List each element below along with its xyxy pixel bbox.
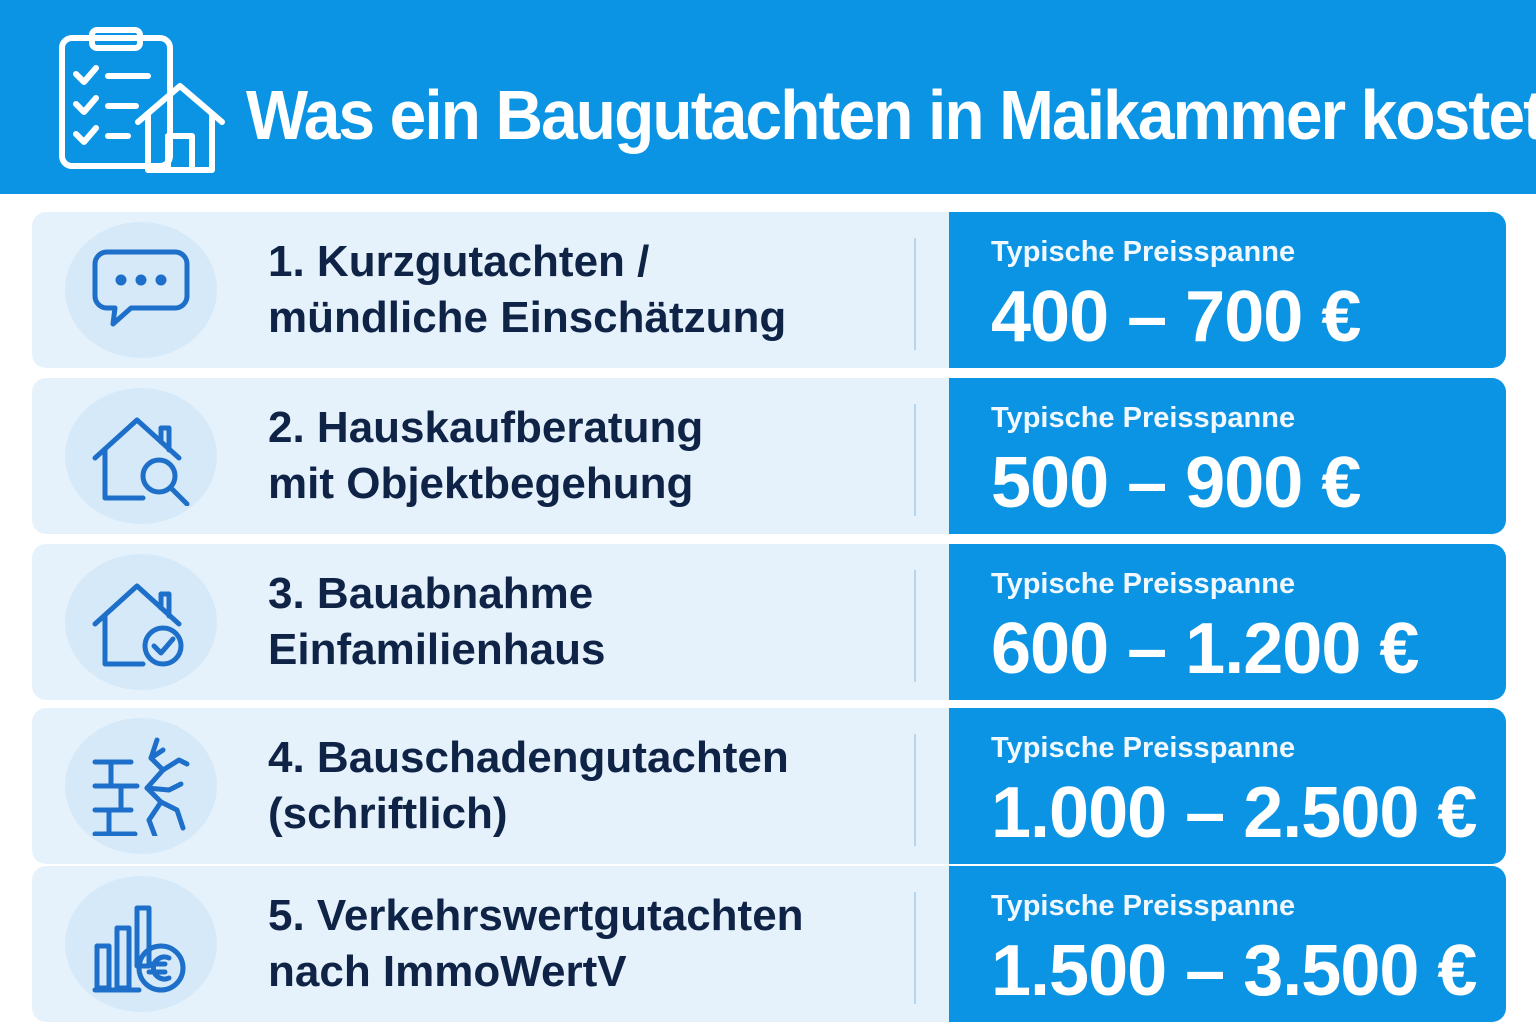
service-name-line2: mündliche Einschätzung <box>268 293 787 342</box>
price-box: Typische Preisspanne 600 – 1.200 € <box>949 544 1506 700</box>
icon-badge <box>65 876 217 1012</box>
icon-badge <box>65 388 217 524</box>
price-value: 1.000 – 2.500 € <box>991 773 1477 853</box>
clipboard-house-icon <box>59 27 225 173</box>
service-name-line1: 2. Hauskaufberatung <box>268 403 704 452</box>
divider <box>914 734 916 846</box>
price-caption: Typische Preisspanne <box>991 890 1296 922</box>
header-banner: Was ein Baugutachten in Maikammer kostet <box>0 0 1536 194</box>
house-search-icon <box>92 417 190 506</box>
price-caption: Typische Preisspanne <box>991 568 1296 600</box>
page-title: Was ein Baugutachten in Maikammer kostet <box>246 76 1536 154</box>
price-value: 600 – 1.200 € <box>991 609 1419 689</box>
price-value: 1.500 – 3.500 € <box>991 931 1477 1011</box>
service-name-line1: 1. Kurzgutachten / <box>268 237 650 286</box>
price-caption: Typische Preisspanne <box>991 236 1296 268</box>
price-caption: Typische Preisspanne <box>991 732 1296 764</box>
service-name: 2. Hauskaufberatung mit Objektbegehung <box>268 400 888 512</box>
service-name-line2: mit Objektbegehung <box>268 459 694 508</box>
price-box: Typische Preisspanne 1.000 – 2.500 € <box>949 708 1506 864</box>
list-item: 4. Bauschadengutachten (schriftlich) Typ… <box>32 708 1506 864</box>
service-name-line2: (schriftlich) <box>268 789 508 838</box>
price-value: 400 – 700 € <box>991 277 1361 357</box>
house-check-icon <box>92 583 184 667</box>
service-name: 5. Verkehrswertgutachten nach ImmoWertV <box>268 888 888 1000</box>
divider <box>914 892 916 1004</box>
cracked-wall-icon <box>92 737 190 836</box>
price-box: Typische Preisspanne 500 – 900 € <box>949 378 1506 534</box>
list-item: 3. Bauabnahme Einfamilienhaus Typische P… <box>32 544 1506 700</box>
speech-bubble-icon <box>92 249 190 327</box>
icon-badge <box>65 718 217 854</box>
list-item: 5. Verkehrswertgutachten nach ImmoWertV … <box>32 866 1506 1022</box>
service-name: 1. Kurzgutachten / mündliche Einschätzun… <box>268 234 888 346</box>
list-item: 1. Kurzgutachten / mündliche Einschätzun… <box>32 212 1506 368</box>
service-name-line1: 5. Verkehrswertgutachten <box>268 891 804 940</box>
service-name-line2: nach ImmoWertV <box>268 947 627 996</box>
icon-badge <box>65 222 217 358</box>
price-box: Typische Preisspanne 400 – 700 € <box>949 212 1506 368</box>
service-name-line1: 4. Bauschadengutachten <box>268 733 789 782</box>
icon-badge <box>65 554 217 690</box>
price-box: Typische Preisspanne 1.500 – 3.500 € <box>949 866 1506 1022</box>
service-name: 4. Bauschadengutachten (schriftlich) <box>268 730 888 842</box>
divider <box>914 238 916 350</box>
price-caption: Typische Preisspanne <box>991 402 1296 434</box>
price-value: 500 – 900 € <box>991 443 1361 523</box>
divider <box>914 404 916 516</box>
list-item: 2. Hauskaufberatung mit Objektbegehung T… <box>32 378 1506 534</box>
service-name-line2: Einfamilienhaus <box>268 625 606 674</box>
divider <box>914 570 916 682</box>
chart-euro-icon <box>92 905 186 993</box>
service-name-line1: 3. Bauabnahme <box>268 569 594 618</box>
service-name: 3. Bauabnahme Einfamilienhaus <box>268 566 888 678</box>
